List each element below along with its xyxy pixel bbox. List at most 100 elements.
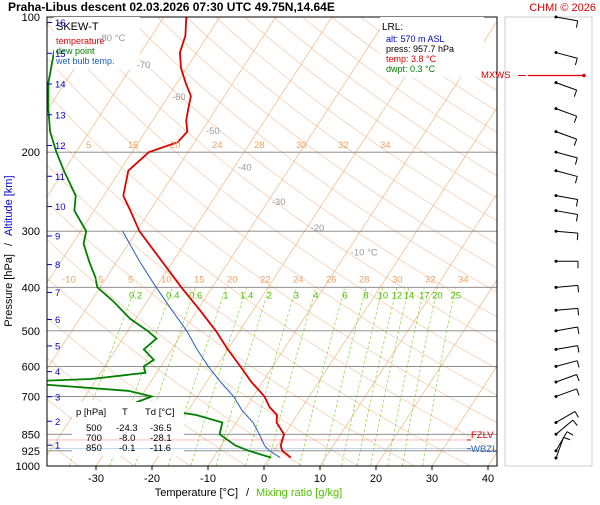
theta-label: 34 xyxy=(380,140,391,151)
dry-adiabat xyxy=(303,17,600,466)
mixing-ratio-label: 4 xyxy=(313,290,318,301)
dry-adiabat xyxy=(0,17,22,466)
wind-barb-staff xyxy=(556,109,577,117)
isotherm-line xyxy=(544,17,600,466)
y-label-pressure: Pressure [hPa] xyxy=(3,254,15,327)
table-header-t: T xyxy=(122,407,128,418)
theta-label: 5 xyxy=(128,274,133,285)
wind-barb-flag xyxy=(578,346,579,353)
temperature-tick-label: 0 xyxy=(261,473,267,485)
wind-barbs xyxy=(528,16,586,460)
altitude-tick-label: 2 xyxy=(55,417,60,428)
wind-barb-staff xyxy=(556,171,577,177)
wind-barb-flag xyxy=(577,361,579,368)
wind-barb-dot xyxy=(555,230,558,233)
altitude-tick-label: 12 xyxy=(55,141,66,152)
wind-barb-flag xyxy=(575,58,577,65)
station-temp: temp: 3.8 °C xyxy=(386,54,437,64)
temperature-tick-label: 40 xyxy=(482,473,494,485)
isotherm-label: -30 xyxy=(272,197,286,208)
mixing-ratio-line xyxy=(342,287,383,466)
mixing-ratio-line xyxy=(323,287,366,466)
wind-barb-staff xyxy=(556,53,577,59)
altitude-tick-label: 10 xyxy=(55,202,66,213)
wind-barb-staff xyxy=(556,211,578,215)
x-axis-label: Temperature [°C] / Mixing ratio [g/kg] xyxy=(155,487,342,499)
wind-barb-staff xyxy=(556,308,578,310)
theta-label: 28 xyxy=(359,274,370,285)
altitude-tick-label: 6 xyxy=(55,315,60,326)
theta-label: 34 xyxy=(458,274,469,285)
temperature-tick-label: -20 xyxy=(144,473,160,485)
mixing-ratio-line xyxy=(267,287,316,466)
wind-barb-staff xyxy=(556,17,578,21)
wind-barb-dot xyxy=(555,329,558,332)
wind-barb-flag xyxy=(575,158,577,165)
pressure-tick-label: 400 xyxy=(22,282,40,294)
pressure-tick-label: 700 xyxy=(22,391,40,403)
wind-barb-dot xyxy=(555,16,558,19)
theta-label: -10 xyxy=(62,274,76,285)
altitude-tick-label: 4 xyxy=(55,367,60,378)
fzlv-label: FZLV xyxy=(471,430,494,441)
wind-barb-dot xyxy=(555,194,558,197)
altitude-tick-label: 7 xyxy=(55,288,60,299)
isotherm-line xyxy=(264,17,556,466)
mxws-label: MXWS xyxy=(481,70,511,81)
wind-barb-flag xyxy=(574,90,576,97)
theta-label: 30 xyxy=(296,140,307,151)
wind-barb-flag xyxy=(575,176,577,183)
mixing-ratio-label: 14 xyxy=(404,290,415,301)
wind-barb-staff xyxy=(556,231,578,233)
station-title: LRL: xyxy=(382,22,403,33)
pressure-tick-label: 100 xyxy=(22,12,40,24)
altitude-tick-label: 14 xyxy=(55,80,66,91)
pressure-tick-label: 500 xyxy=(22,326,40,338)
altitude-tick-label: 8 xyxy=(55,260,60,271)
dry-adiabat xyxy=(41,17,600,466)
pressure-tick-label: 850 xyxy=(22,429,40,441)
temperature-tick-label: 30 xyxy=(426,473,438,485)
wind-barb-flag xyxy=(577,374,579,381)
theta-label: 22 xyxy=(260,274,271,285)
copyright: CHMI © 2026 xyxy=(529,2,596,14)
isotherm-line xyxy=(152,17,444,466)
temperature-tick-label: -30 xyxy=(88,473,104,485)
dry-adiabat xyxy=(12,17,600,466)
pressure-tick-label: 600 xyxy=(22,361,40,373)
isotherm-line xyxy=(432,17,600,466)
theta-label: 26 xyxy=(326,274,337,285)
wind-barb-dot xyxy=(555,130,558,133)
wind-barb-dot xyxy=(555,81,558,84)
mxws-dot xyxy=(582,74,586,78)
wind-barb-dot xyxy=(555,457,558,460)
wind-barb-dot xyxy=(555,433,558,436)
wind-barb-flag xyxy=(573,420,577,425)
wind-barb-dot xyxy=(555,421,558,424)
dry-adiabat xyxy=(216,17,600,466)
profile-lines xyxy=(11,17,291,458)
mixing-ratio-line xyxy=(423,287,456,466)
altitude-tick-label: 3 xyxy=(55,392,60,403)
theta-label: 32 xyxy=(338,140,349,151)
wind-barb-dot xyxy=(555,209,558,212)
wbzl-label: WBZL xyxy=(471,444,497,455)
y-label-altitude: Altitude [km] xyxy=(3,175,15,236)
isotherm-label: -80 °C xyxy=(98,33,125,44)
plot-frame xyxy=(47,17,497,466)
wind-barb-dot xyxy=(555,260,558,263)
theta-label: 15 xyxy=(128,140,139,151)
wind-barb-flag xyxy=(567,432,573,436)
dry-adiabat xyxy=(0,17,358,466)
mixing-ratio-line xyxy=(191,287,247,466)
dry-adiabat xyxy=(361,17,600,466)
isotherm-line xyxy=(208,17,500,466)
wind-barb-dot xyxy=(555,151,558,154)
theta-label: 10 xyxy=(161,274,172,285)
wind-barb-dot xyxy=(555,107,558,110)
wind-barb-staff xyxy=(556,389,577,397)
dry-adiabat xyxy=(0,17,302,466)
theta-label: 20 xyxy=(170,140,181,151)
wind-barb-flag xyxy=(576,21,577,28)
